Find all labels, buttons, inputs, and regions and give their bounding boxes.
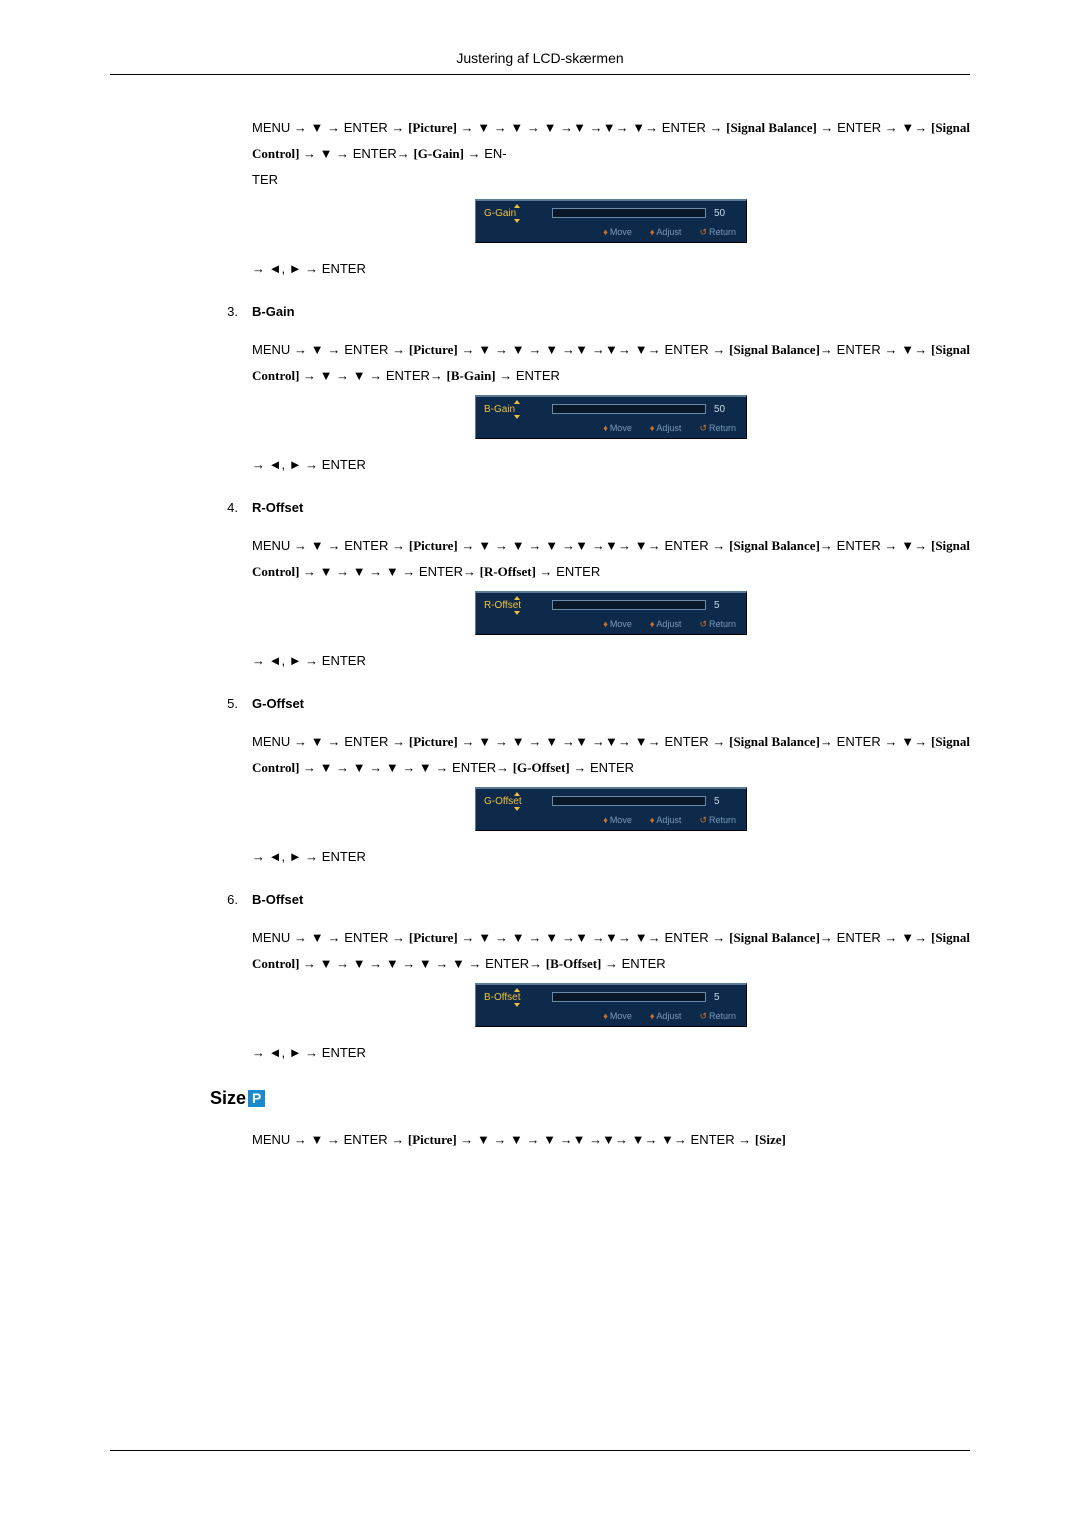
setting-item: 5. G-Offset MENU → ▼ → ENTER → [Picture]… (210, 696, 970, 864)
item-index: 5. (210, 696, 238, 711)
item-body: MENU → ▼ → ENTER → [Picture] → ▼ → ▼ → ▼… (252, 115, 970, 276)
osd-slider-label: R-Offset (484, 600, 552, 611)
item-index: 3. (210, 304, 238, 319)
setting-item: 3. B-Gain MENU → ▼ → ENTER → [Picture] →… (210, 304, 970, 472)
hint-return: Return (709, 423, 736, 433)
item-title: B-Gain (252, 304, 295, 319)
osd-slider-value: 5 (714, 796, 738, 807)
item-title: G-Offset (252, 696, 304, 711)
hint-return: Return (709, 619, 736, 629)
osd-hints: ♦Move ♦Adjust ↺Return (476, 421, 746, 438)
osd-slider-label: G-Offset (484, 796, 552, 807)
hint-move: Move (610, 227, 632, 237)
hint-adjust: Adjust (656, 227, 681, 237)
item-body: MENU → ▼ → ENTER → [Picture] → ▼ → ▼ → ▼… (252, 925, 970, 1060)
osd-slider-value: 5 (714, 992, 738, 1003)
item-header: 6. B-Offset (210, 892, 970, 907)
hint-adjust: Adjust (656, 1011, 681, 1021)
osd-slider-track (552, 600, 706, 610)
osd-slider-track (552, 208, 706, 218)
osd-slider: R-Offset 5 ♦Move ♦Adjust ↺Return (475, 591, 747, 635)
item-header: 3. B-Gain (210, 304, 970, 319)
osd-slider: G-Gain 50 ♦Move ♦Adjust ↺Return (475, 199, 747, 243)
nav-path: MENU → ▼ → ENTER → [Picture] → ▼ → ▼ → ▼… (252, 337, 970, 389)
hint-move: Move (610, 423, 632, 433)
item-body: MENU → ▼ → ENTER → [Picture] → ▼ → ▼ → ▼… (252, 337, 970, 472)
item-title: R-Offset (252, 500, 303, 515)
setting-item: 6. B-Offset MENU → ▼ → ENTER → [Picture]… (210, 892, 970, 1060)
nav-path: MENU → ▼ → ENTER → [Picture] → ▼ → ▼ → ▼… (252, 115, 970, 193)
size-heading: Size P (210, 1088, 970, 1109)
hint-move: Move (610, 1011, 632, 1021)
osd-slider-track (552, 404, 706, 414)
hint-return: Return (709, 815, 736, 825)
adjust-enter: → ◄, ► → ENTER (252, 261, 970, 276)
osd-slider: B-Gain 50 ♦Move ♦Adjust ↺Return (475, 395, 747, 439)
nav-path: MENU → ▼ → ENTER → [Picture] → ▼ → ▼ → ▼… (252, 533, 970, 585)
size-heading-label: Size (210, 1088, 246, 1109)
osd-hints: ♦Move ♦Adjust ↺Return (476, 225, 746, 242)
hint-move: Move (610, 815, 632, 825)
osd-slider: B-Offset 5 ♦Move ♦Adjust ↺Return (475, 983, 747, 1027)
adjust-enter: → ◄, ► → ENTER (252, 653, 970, 668)
osd-slider-value: 50 (714, 208, 738, 219)
item-title: B-Offset (252, 892, 303, 907)
osd-hints: ♦Move ♦Adjust ↺Return (476, 617, 746, 634)
item-index: 6. (210, 892, 238, 907)
hint-adjust: Adjust (656, 815, 681, 825)
nav-path: MENU → ▼ → ENTER → [Picture] → ▼ → ▼ → ▼… (252, 729, 970, 781)
osd-slider-label: G-Gain (484, 208, 552, 219)
adjust-enter: → ◄, ► → ENTER (252, 457, 970, 472)
nav-path: MENU → ▼ → ENTER → [Picture] → ▼ → ▼ → ▼… (252, 925, 970, 977)
osd-slider: G-Offset 5 ♦Move ♦Adjust ↺Return (475, 787, 747, 831)
osd-hints: ♦Move ♦Adjust ↺Return (476, 1009, 746, 1026)
osd-slider-track (552, 992, 706, 1002)
item-body: MENU → ▼ → ENTER → [Picture] → ▼ → ▼ → ▼… (252, 729, 970, 864)
setting-item: MENU → ▼ → ENTER → [Picture] → ▼ → ▼ → ▼… (210, 115, 970, 276)
footer-rule (110, 1450, 970, 1451)
page-title: Justering af LCD-skærmen (110, 50, 970, 66)
item-header: 4. R-Offset (210, 500, 970, 515)
setting-item: 4. R-Offset MENU → ▼ → ENTER → [Picture]… (210, 500, 970, 668)
size-nav-path: MENU → ▼ → ENTER → [Picture] → ▼ → ▼ → ▼… (252, 1127, 970, 1153)
osd-slider-label: B-Offset (484, 992, 552, 1003)
osd-slider-track (552, 796, 706, 806)
hint-return: Return (709, 1011, 736, 1021)
item-index: 4. (210, 500, 238, 515)
hint-adjust: Adjust (656, 619, 681, 629)
page: Justering af LCD-skærmen MENU → ▼ → ENTE… (0, 0, 1080, 1527)
hint-adjust: Adjust (656, 423, 681, 433)
header-rule (110, 74, 970, 75)
item-body: MENU → ▼ → ENTER → [Picture] → ▼ → ▼ → ▼… (252, 533, 970, 668)
osd-slider-value: 5 (714, 600, 738, 611)
size-chip-icon: P (248, 1090, 265, 1107)
item-header: 5. G-Offset (210, 696, 970, 711)
hint-move: Move (610, 619, 632, 629)
osd-slider-label: B-Gain (484, 404, 552, 415)
content: MENU → ▼ → ENTER → [Picture] → ▼ → ▼ → ▼… (210, 115, 970, 1153)
osd-hints: ♦Move ♦Adjust ↺Return (476, 813, 746, 830)
adjust-enter: → ◄, ► → ENTER (252, 849, 970, 864)
hint-return: Return (709, 227, 736, 237)
adjust-enter: → ◄, ► → ENTER (252, 1045, 970, 1060)
osd-slider-value: 50 (714, 404, 738, 415)
